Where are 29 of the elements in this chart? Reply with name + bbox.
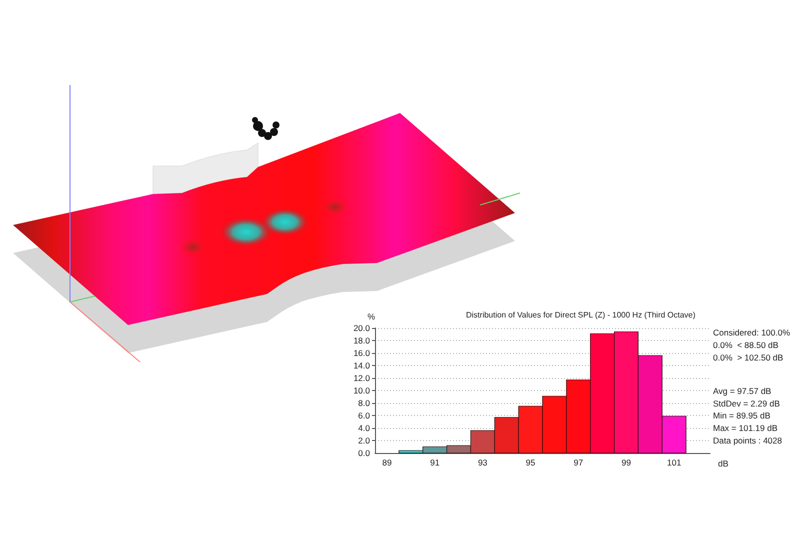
y-tick-label: 2.0 [358,436,370,446]
y-tick-label: 12.0 [353,373,370,383]
y-axis-title: % [367,312,376,322]
text: Data points : 4028 [713,436,782,446]
x-tick-label: 95 [526,458,536,468]
x-tick-label: 101 [667,458,682,468]
y-tick-label: 20.0 [353,323,370,333]
x-tick-label: 89 [382,458,392,468]
y-tick-label: 4.0 [358,423,370,433]
y-tick-label: 14.0 [353,360,370,370]
text: StdDev = 2.29 dB [713,398,780,408]
y-tick-label: 6.0 [358,410,370,420]
y-tick-label: 16.0 [353,348,370,358]
y-tick-label: 8.0 [358,398,370,408]
text: Avg = 97.57 dB [713,386,772,396]
y-tick-label: 0.0 [358,448,370,458]
text: 0.0% > 102.50 dB [713,352,784,362]
y-tick-label: 18.0 [353,336,370,346]
chart-title: Distribution of Values for Direct SPL (Z) - 1000 Hz (Third Octave) [466,310,696,320]
text: Max = 101.19 dB [713,423,778,434]
x-tick-label: 93 [478,458,488,468]
text: Min = 89.95 dB [713,410,771,421]
y-tick-label: 10.0 [353,386,370,396]
text: Considered: 100.0% [713,328,790,338]
x-tick-label: 91 [430,458,440,468]
x-tick-label: 97 [574,458,584,468]
x-tick-label: 99 [622,458,632,468]
x-axis-title: dB [718,458,729,468]
text: 0.0% < 88.50 dB [713,340,779,350]
